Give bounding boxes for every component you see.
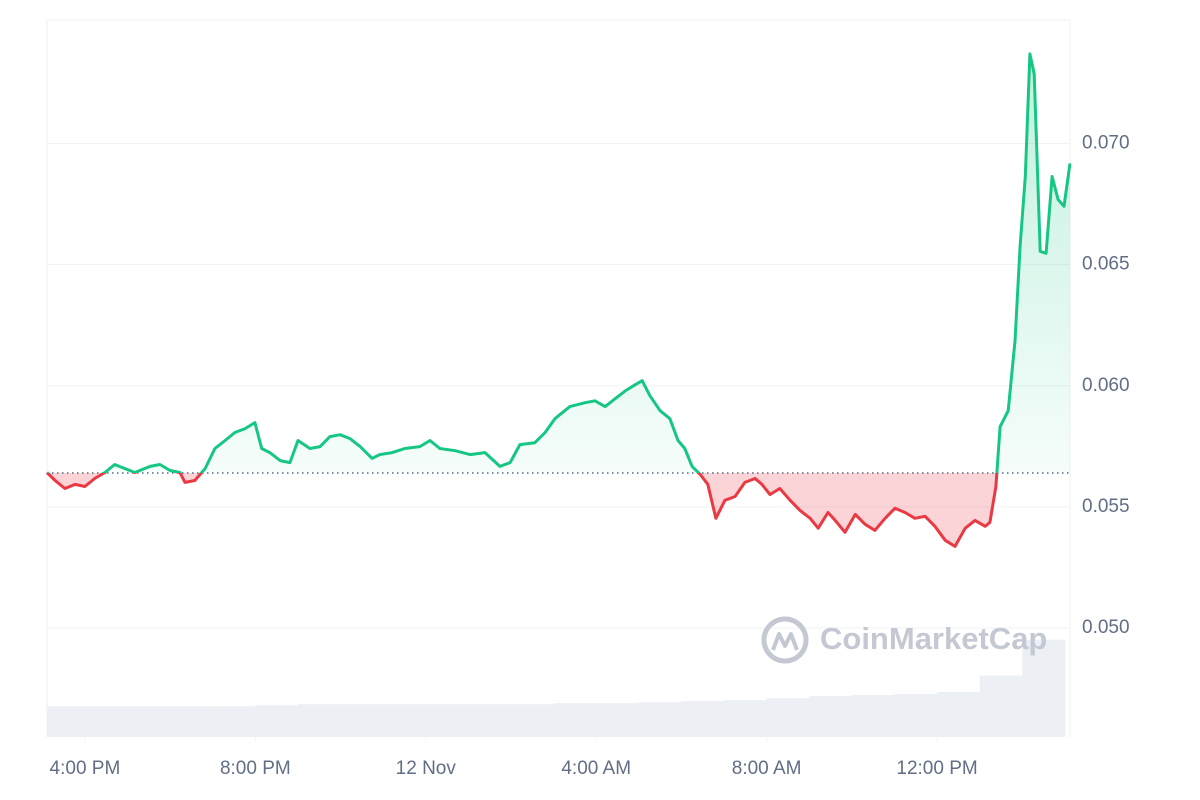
volume-bar xyxy=(894,693,938,737)
price-line xyxy=(45,52,1072,548)
y-tick-label: 0.055 xyxy=(1082,496,1130,517)
y-tick-label: 0.070 xyxy=(1082,133,1130,154)
volume-bar xyxy=(937,691,981,737)
x-tick-label: 4:00 AM xyxy=(561,758,631,779)
volume-bar xyxy=(47,706,86,737)
watermark-text: CoinMarketCap xyxy=(820,621,1047,656)
volume-bar xyxy=(681,701,725,737)
volume-bar xyxy=(851,695,895,737)
volume-bar xyxy=(127,706,171,737)
volume-bar xyxy=(468,704,512,737)
volume-bar xyxy=(170,706,214,737)
watermark-logo xyxy=(761,616,809,664)
volume-bar xyxy=(979,675,1023,737)
volume-bar xyxy=(510,704,555,737)
volume-bar xyxy=(1022,639,1066,737)
volume-bar xyxy=(809,696,853,737)
area xyxy=(47,53,1070,547)
volume-bar xyxy=(212,706,256,737)
volume-bar xyxy=(84,706,129,737)
x-tick-label: 12:00 PM xyxy=(896,758,977,779)
x-tick-label: 8:00 AM xyxy=(732,758,802,779)
watermark-logo xyxy=(771,632,799,651)
x-tick-label: 4:00 PM xyxy=(50,758,121,779)
volume-bar xyxy=(425,704,469,737)
y-tick-label: 0.050 xyxy=(1082,617,1130,638)
x-tick-label: 12 Nov xyxy=(396,758,457,779)
volume-bar xyxy=(724,700,768,737)
volume xyxy=(47,639,1066,737)
volume-bar xyxy=(596,703,640,737)
volume-bar xyxy=(553,703,597,737)
y-tick-label: 0.065 xyxy=(1082,254,1130,275)
volume-bar xyxy=(383,704,427,737)
y-tick-label: 0.060 xyxy=(1082,375,1130,396)
x-tick-label: 8:00 PM xyxy=(220,758,291,779)
watermark: CoinMarketCap xyxy=(761,616,1047,664)
volume-bar xyxy=(766,698,810,737)
volume-bar xyxy=(340,704,384,737)
volume-bar xyxy=(297,704,342,737)
volume-bar xyxy=(255,705,299,737)
volume-bar xyxy=(638,702,682,737)
